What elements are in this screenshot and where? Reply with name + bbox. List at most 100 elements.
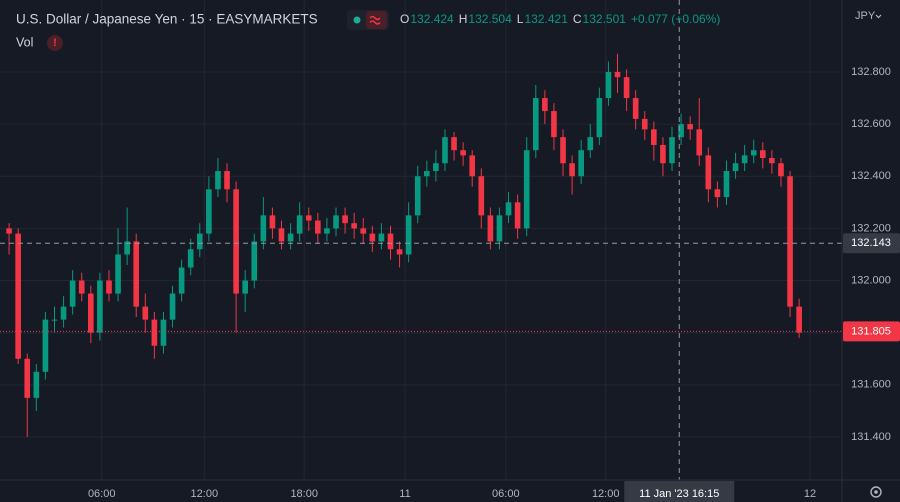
y-tick-label: 131.600 — [851, 379, 891, 391]
candle-body — [251, 241, 258, 281]
ohlc-value: 132.421 — [524, 12, 568, 26]
volume-warning[interactable] — [47, 35, 63, 51]
x-tick-label: 18:00 — [290, 488, 318, 500]
candle-body — [569, 163, 575, 177]
ohlc-key: L — [517, 12, 524, 26]
candle-body — [378, 233, 385, 242]
candle-body — [714, 189, 721, 198]
candle-body — [178, 267, 185, 294]
x-tick-label: 12:00 — [191, 488, 219, 500]
candle-body — [24, 358, 31, 398]
candle-body — [505, 202, 512, 216]
candle-body — [115, 254, 121, 294]
candle-body — [578, 150, 585, 177]
candle-body — [278, 228, 285, 242]
candle-body — [732, 163, 739, 172]
candle-body — [15, 233, 21, 359]
candle-body — [405, 215, 412, 255]
candle-body — [451, 137, 457, 151]
candle-body — [87, 293, 94, 333]
crosshair-time-badge — [624, 481, 735, 502]
y-tick-label: 132.000 — [851, 274, 891, 286]
candle-body — [614, 71, 621, 78]
x-tick-label: 06:00 — [492, 488, 520, 500]
candle-body — [51, 319, 58, 321]
candle-body — [632, 98, 639, 119]
volume-label[interactable]: Vol — [16, 35, 33, 49]
y-tick-label: 132.400 — [851, 170, 891, 182]
candle-body — [423, 171, 430, 177]
candle-body — [97, 280, 103, 333]
candle-body — [287, 233, 294, 242]
candle-body — [360, 228, 367, 234]
currency-chevron — [875, 14, 882, 19]
y-tick-label: 131.400 — [851, 431, 891, 443]
y-tick-label: 132.200 — [851, 222, 891, 234]
x-tick-label: 12:00 — [592, 488, 620, 500]
candle-body — [560, 137, 566, 164]
candle-body — [469, 155, 476, 177]
candle-body — [705, 155, 712, 190]
candle-body — [324, 228, 330, 234]
overlay — [0, 0, 842, 480]
candle-body — [442, 137, 448, 164]
candle-body — [478, 176, 485, 216]
y-tick-label: 132.600 — [851, 118, 891, 130]
candle-body — [160, 319, 167, 346]
last-price-badge — [843, 321, 900, 342]
symbol-title[interactable]: U.S. Dollar / Japanese Yen · 15 · EASYMA… — [16, 12, 318, 27]
candle-body — [696, 129, 703, 156]
candle-body — [396, 249, 403, 255]
candle-body — [151, 319, 158, 346]
candle-body — [296, 215, 303, 234]
warning-mark: ! — [53, 37, 57, 49]
ohlc-value: 132.501 — [583, 12, 627, 26]
candle-body — [723, 171, 730, 198]
candle-body — [260, 215, 267, 242]
crosshair-time-label: 11 Jan '23 16:15 — [639, 488, 719, 500]
ohlc-value: 132.424 — [410, 12, 454, 26]
candle-body — [542, 98, 548, 112]
candle-body — [69, 280, 76, 307]
candle-body — [333, 215, 339, 229]
candle-body — [142, 306, 149, 320]
candle-body — [269, 215, 276, 229]
grid — [0, 0, 840, 480]
currency-label[interactable]: JPY — [855, 10, 876, 22]
candle-body — [78, 280, 85, 294]
settings-icon[interactable] — [870, 486, 882, 498]
candle-body — [551, 111, 557, 138]
candle-body — [651, 129, 657, 145]
candle-body — [787, 176, 793, 307]
crosshair-price-badge — [843, 233, 900, 254]
candle-body — [759, 150, 766, 159]
candle-body — [233, 189, 239, 294]
candle-body — [596, 98, 603, 138]
candle-body — [769, 158, 775, 164]
x-tick-label: 11 — [399, 488, 410, 500]
candle-body — [496, 215, 503, 242]
axes: 131.400131.600131.800132.000132.200132.4… — [88, 66, 900, 502]
candle-body — [60, 306, 67, 320]
candle-body — [587, 137, 594, 151]
candle-body — [669, 137, 675, 164]
ohlc-key: O — [400, 12, 409, 26]
candle-body — [133, 241, 140, 307]
ohlc-key: H — [459, 12, 468, 26]
candle-body — [6, 228, 12, 234]
candle-body — [342, 215, 348, 224]
candle-body — [487, 215, 494, 242]
candle-body — [778, 163, 784, 177]
candle-body — [196, 233, 203, 250]
candle-body — [206, 189, 212, 234]
y-tick-label: 132.800 — [851, 66, 891, 78]
candle-body — [387, 233, 394, 250]
candle-body — [369, 233, 376, 242]
candle-body — [106, 280, 112, 294]
candle-body — [433, 163, 439, 172]
market-open-dot — [353, 16, 361, 24]
change-value: +0.077 (+0.06%) — [631, 12, 720, 26]
candle-body — [514, 202, 521, 229]
gear-center — [874, 490, 878, 494]
